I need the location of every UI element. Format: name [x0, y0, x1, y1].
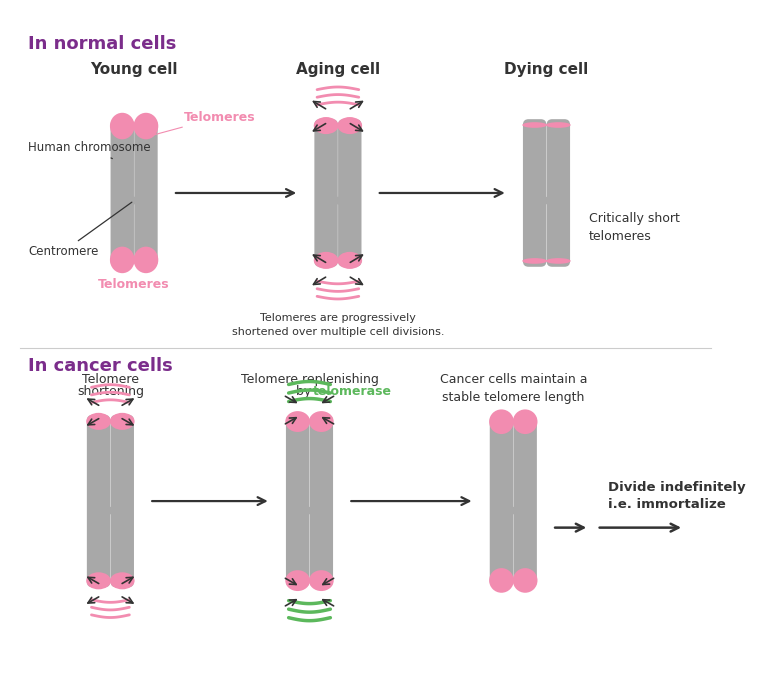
Text: In cancer cells: In cancer cells	[28, 357, 173, 375]
Ellipse shape	[489, 410, 514, 434]
Ellipse shape	[314, 117, 339, 134]
Ellipse shape	[110, 413, 134, 430]
Text: by: by	[296, 385, 316, 399]
Polygon shape	[116, 194, 152, 207]
Text: Telomeres are progressively
shortened over multiple cell divisions.: Telomeres are progressively shortened ov…	[232, 313, 444, 337]
Text: Dying cell: Dying cell	[505, 62, 588, 77]
FancyBboxPatch shape	[111, 415, 134, 587]
Ellipse shape	[513, 410, 538, 434]
Text: Critically short
telomeres: Critically short telomeres	[589, 212, 680, 243]
FancyBboxPatch shape	[310, 415, 333, 587]
FancyBboxPatch shape	[87, 415, 111, 587]
FancyBboxPatch shape	[547, 119, 570, 267]
Polygon shape	[292, 504, 327, 517]
Text: Divide indefinitely
i.e. immortalize: Divide indefinitely i.e. immortalize	[608, 481, 746, 511]
Ellipse shape	[110, 113, 134, 139]
FancyBboxPatch shape	[111, 119, 134, 267]
Text: Telomeres: Telomeres	[155, 110, 255, 135]
Polygon shape	[320, 194, 356, 207]
FancyBboxPatch shape	[314, 119, 338, 267]
Text: Cancer cells maintain a
stable telomere length: Cancer cells maintain a stable telomere …	[439, 373, 587, 404]
Ellipse shape	[86, 572, 111, 590]
FancyBboxPatch shape	[338, 119, 362, 267]
Polygon shape	[528, 194, 564, 207]
Text: Telomeres: Telomeres	[98, 278, 170, 291]
Polygon shape	[528, 194, 564, 207]
Text: Aging cell: Aging cell	[296, 62, 380, 77]
Ellipse shape	[314, 252, 339, 269]
Polygon shape	[116, 194, 152, 207]
Text: In normal cells: In normal cells	[28, 35, 177, 53]
Ellipse shape	[522, 258, 547, 264]
FancyBboxPatch shape	[490, 415, 513, 587]
FancyBboxPatch shape	[134, 119, 157, 267]
Text: shortening: shortening	[77, 385, 144, 399]
Ellipse shape	[286, 570, 310, 591]
Text: Human chromosome: Human chromosome	[28, 141, 151, 158]
Polygon shape	[292, 504, 327, 517]
Ellipse shape	[522, 122, 547, 128]
Ellipse shape	[546, 122, 571, 128]
Text: Centromere: Centromere	[28, 202, 132, 258]
Ellipse shape	[134, 113, 158, 139]
Polygon shape	[495, 504, 531, 517]
Ellipse shape	[489, 568, 514, 593]
Polygon shape	[92, 504, 128, 517]
Ellipse shape	[110, 246, 134, 274]
Ellipse shape	[134, 246, 158, 274]
Ellipse shape	[286, 411, 310, 432]
Ellipse shape	[309, 411, 333, 432]
Ellipse shape	[546, 258, 571, 264]
Polygon shape	[92, 504, 128, 517]
Text: .: .	[570, 385, 574, 399]
Ellipse shape	[110, 572, 134, 590]
Ellipse shape	[309, 570, 333, 591]
Text: Telomere: Telomere	[82, 373, 139, 386]
FancyBboxPatch shape	[286, 415, 310, 587]
Ellipse shape	[337, 117, 362, 134]
FancyBboxPatch shape	[523, 119, 546, 267]
Polygon shape	[320, 194, 356, 207]
Text: Young cell: Young cell	[91, 62, 178, 77]
Text: Telomere replenishing: Telomere replenishing	[240, 373, 379, 386]
FancyBboxPatch shape	[514, 415, 537, 587]
Text: telomerase: telomerase	[313, 385, 392, 399]
Polygon shape	[495, 504, 531, 517]
Ellipse shape	[86, 413, 111, 430]
Ellipse shape	[337, 252, 362, 269]
Ellipse shape	[513, 568, 538, 593]
